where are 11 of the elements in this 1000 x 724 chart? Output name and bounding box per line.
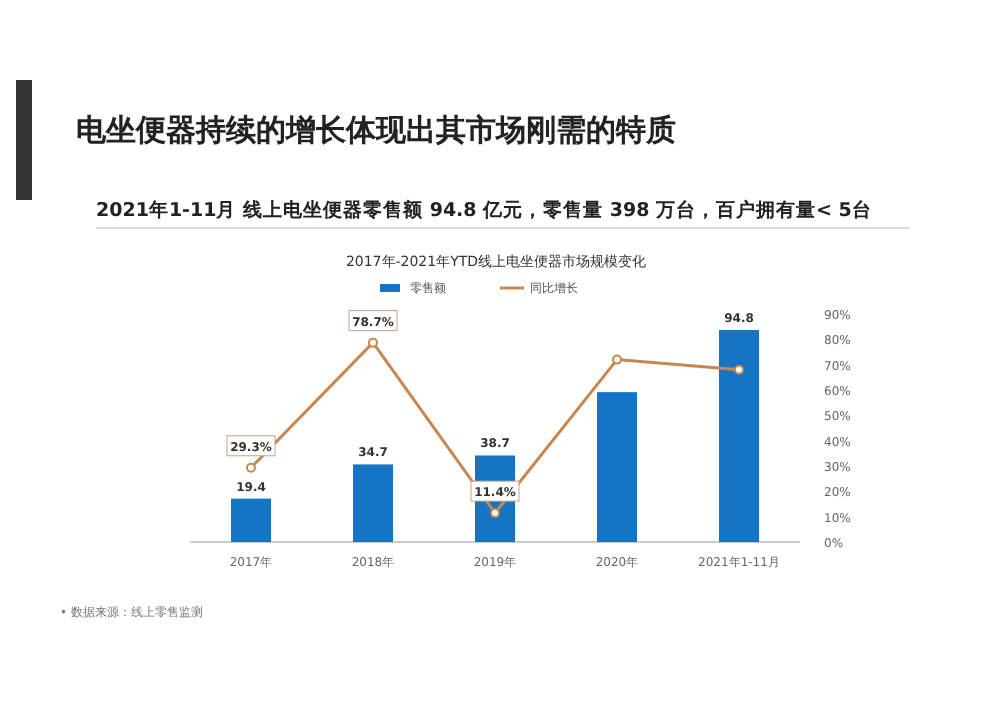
chart-title: 电坐便器持续的增长体现出其市场刚需的特质 — [76, 112, 676, 148]
bar — [353, 464, 393, 542]
point — [490, 508, 500, 519]
chart-subtitle: 2021年1-11月 线上电坐便器零售额 94.8 亿元，零售量 398 万台，百户拥有量< 5台 — [96, 198, 872, 222]
point — [612, 354, 622, 365]
bar — [597, 392, 637, 542]
point — [246, 462, 256, 473]
bar — [231, 498, 271, 542]
point — [368, 337, 378, 348]
point — [734, 364, 744, 375]
bar — [719, 330, 759, 542]
